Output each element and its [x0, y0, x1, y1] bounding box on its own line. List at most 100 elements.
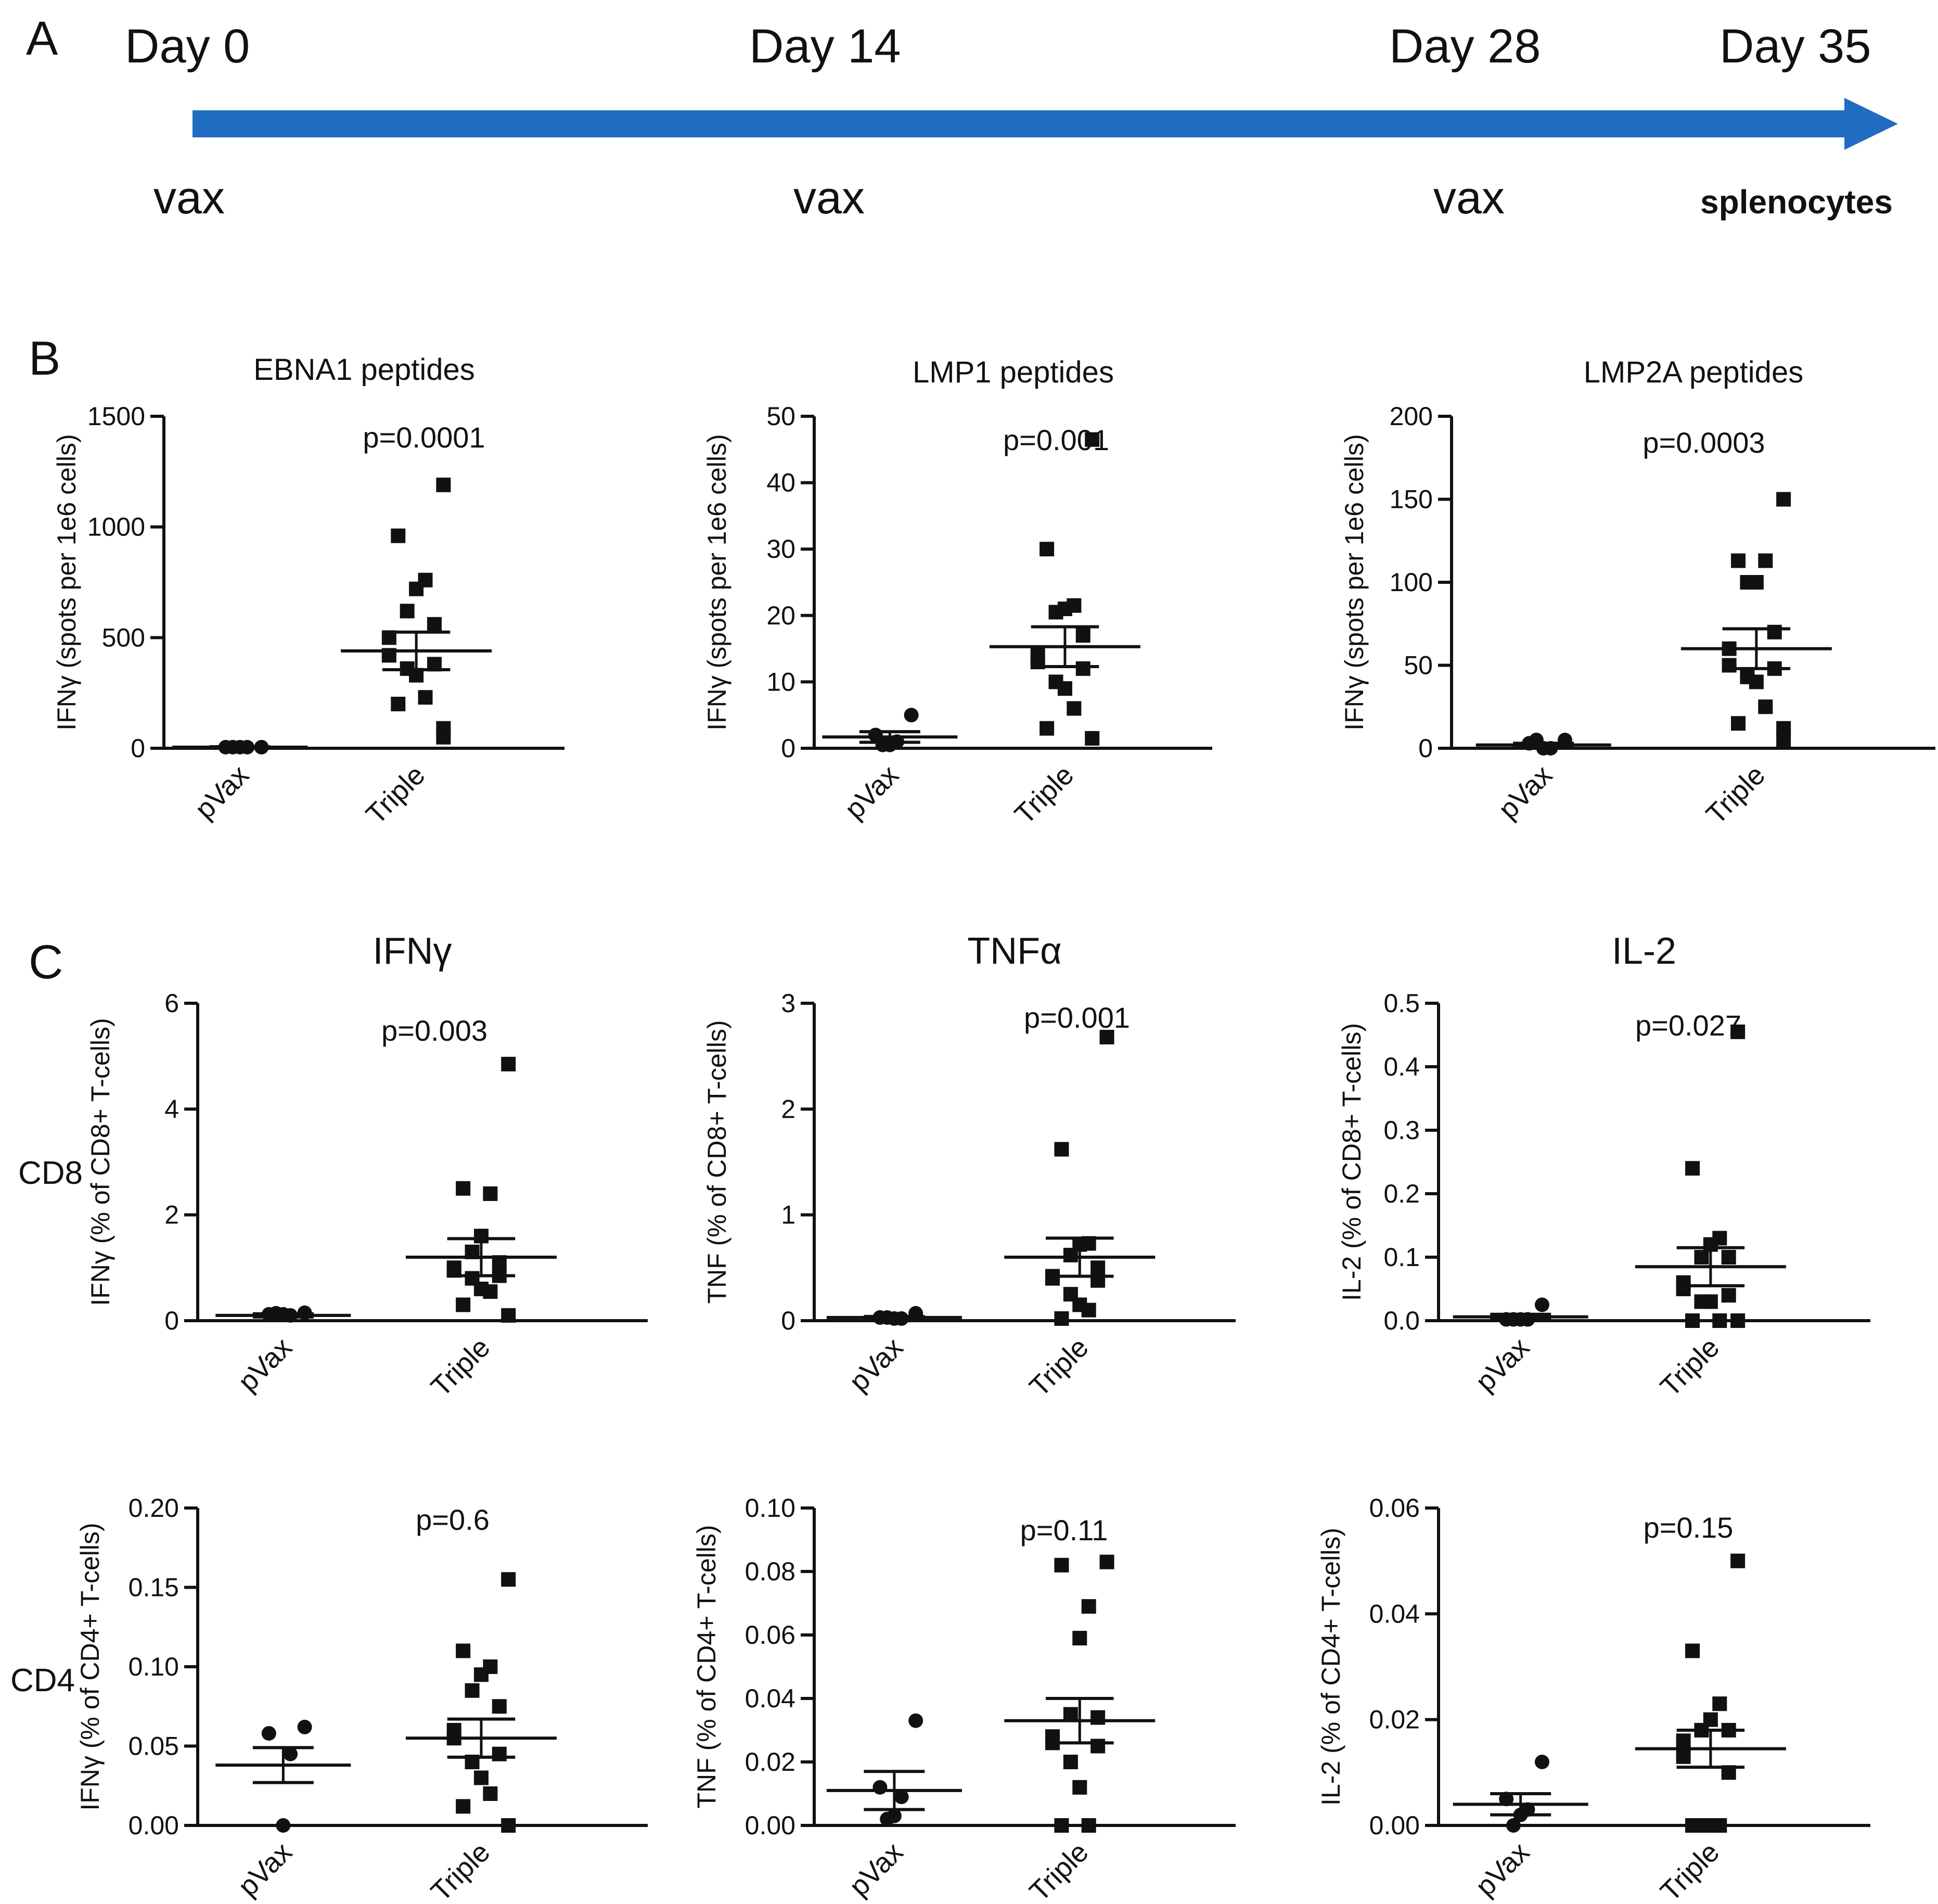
- chart-5: 0 1 2 3 TNF (% of CD8+ T-cells) TNFα p=0.001 pV…: [702, 930, 1236, 1403]
- data-point: [436, 730, 451, 745]
- y-tick-label: 1500: [87, 402, 145, 431]
- y-axis-label: IL-2 (% of CD8+ T-cells): [1337, 1023, 1366, 1301]
- category-label: Triple: [1654, 1836, 1725, 1904]
- chart-4: 0 2 4 6 IFNγ (% of CD8+ T-cells) IFNγ p=0.003 p…: [86, 930, 648, 1403]
- data-point: [501, 1572, 516, 1587]
- y-tick-label: 10: [766, 667, 795, 696]
- chart-title: LMP1 peptides: [913, 355, 1114, 389]
- data-point: [400, 604, 415, 619]
- category-label: Triple: [1654, 1332, 1725, 1402]
- data-point: [872, 1780, 888, 1795]
- data-point: [492, 1746, 507, 1761]
- category-label: Triple: [425, 1836, 496, 1904]
- y-tick-label: 0: [781, 1306, 795, 1335]
- data-point: [1054, 1142, 1069, 1157]
- data-point: [1758, 699, 1773, 714]
- data-point: [297, 1719, 312, 1734]
- chart-title: IFNγ: [373, 930, 452, 972]
- p-value-label: p=0.0001: [363, 421, 485, 454]
- p-value-label: p=0.001: [1024, 1001, 1130, 1034]
- p-value-label: p=0.6: [416, 1503, 490, 1536]
- data-point: [501, 1056, 516, 1071]
- y-tick-label: 0.00: [745, 1811, 795, 1840]
- category-label: Triple: [1023, 1332, 1094, 1402]
- data-point: [1712, 1313, 1727, 1328]
- data-point: [1081, 1599, 1096, 1614]
- timeline-day-28: Day 28: [1389, 20, 1541, 73]
- category-label: pVax: [843, 1332, 909, 1398]
- panel-label-a: A: [26, 12, 58, 65]
- timeline-arrow-head: [1844, 98, 1898, 150]
- y-tick-label: 20: [766, 601, 795, 630]
- y-tick-label: 1: [781, 1200, 795, 1230]
- data-point: [483, 1186, 498, 1201]
- data-point: [501, 1308, 516, 1323]
- timeline-event-splenocytes: splenocytes: [1700, 183, 1893, 221]
- data-point: [418, 690, 433, 705]
- data-point: [1676, 1749, 1691, 1764]
- data-point: [1081, 1302, 1096, 1318]
- data-point: [276, 1818, 291, 1833]
- data-point: [1730, 1313, 1746, 1328]
- y-tick-label: 0.20: [129, 1493, 179, 1523]
- row-label-cd8: CD8: [18, 1155, 83, 1191]
- data-point: [391, 696, 406, 711]
- data-point: [1731, 553, 1746, 568]
- y-tick-label: 0: [131, 734, 145, 763]
- data-point: [1039, 721, 1055, 736]
- y-tick-label: 0.3: [1383, 1116, 1420, 1145]
- category-label: pVax: [1493, 759, 1559, 825]
- data-point: [473, 1667, 489, 1682]
- data-point: [1075, 661, 1090, 676]
- y-axis-label: IFNγ (% of CD4+ T-cells): [75, 1523, 105, 1810]
- p-value-label: p=0.15: [1644, 1511, 1734, 1544]
- y-tick-label: 2: [164, 1200, 179, 1230]
- y-tick-label: 0.10: [129, 1652, 179, 1681]
- data-point: [492, 1699, 507, 1714]
- p-value-label: p=0.11: [1020, 1514, 1108, 1547]
- data-point: [1721, 1250, 1736, 1264]
- data-point: [1067, 701, 1082, 716]
- y-tick-label: 0.0: [1383, 1306, 1420, 1335]
- y-axis-label: TNF (% of CD4+ T-cells): [692, 1525, 721, 1809]
- chart-6: 0.0 0.1 0.2 0.3 0.4 0.5 IL-2 (% of CD8+ T-cell…: [1337, 930, 1870, 1403]
- data-point: [1090, 1710, 1106, 1725]
- y-tick-label: 30: [766, 534, 795, 564]
- panel-label-b: B: [29, 332, 60, 385]
- y-axis-label: IFNγ (spots per 1e6 cells): [52, 434, 81, 731]
- data-point: [1072, 1631, 1087, 1646]
- y-tick-label: 500: [102, 623, 145, 652]
- y-tick-label: 0.02: [745, 1747, 795, 1777]
- y-tick-label: 0: [781, 734, 795, 763]
- data-point: [261, 1726, 276, 1741]
- y-axis-label: TNF (% of CD8+ T-cells): [702, 1020, 731, 1304]
- category-label: Triple: [1009, 759, 1080, 830]
- y-tick-label: 0: [164, 1306, 179, 1335]
- y-axis-label: IL-2 (% of CD4+ T-cells): [1316, 1528, 1345, 1806]
- y-tick-label: 100: [1390, 568, 1433, 597]
- y-tick-label: 0.10: [745, 1493, 795, 1523]
- data-point: [391, 528, 406, 543]
- data-point: [1776, 492, 1791, 507]
- data-point: [483, 1284, 498, 1299]
- y-tick-label: 0.1: [1383, 1243, 1420, 1272]
- data-point: [501, 1818, 516, 1833]
- panel-label-c: C: [29, 936, 63, 989]
- chart-title: TNFα: [967, 930, 1062, 972]
- data-point: [1676, 1733, 1691, 1748]
- y-tick-label: 150: [1390, 485, 1433, 514]
- y-tick-label: 0.05: [129, 1732, 179, 1761]
- chart-3: 0 50 100 150 200 IFNγ (spots per 1e6 cells) LM…: [1340, 355, 1935, 830]
- y-tick-label: 0.4: [1383, 1052, 1420, 1081]
- y-tick-label: 0.06: [745, 1620, 795, 1650]
- timeline-event-vax-1: vax: [153, 172, 225, 223]
- data-point: [1703, 1294, 1718, 1309]
- data-point: [1075, 628, 1090, 643]
- chart-2: 0 10 20 30 40 50 IFNγ (spots per 1e6 cells) LMP…: [702, 355, 1212, 830]
- data-point: [1740, 575, 1755, 590]
- data-point: [1045, 1271, 1060, 1286]
- data-point: [1731, 716, 1746, 731]
- data-point: [1499, 1792, 1514, 1807]
- data-point: [1758, 553, 1773, 568]
